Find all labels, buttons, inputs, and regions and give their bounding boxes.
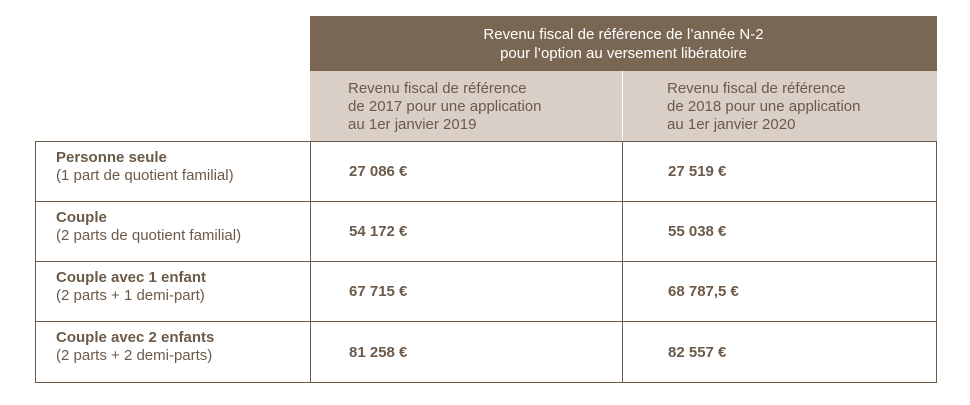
table-cell-2019: 54 172 €	[310, 201, 623, 262]
row-label-couple-1-enfant: Couple avec 1 enfant (2 parts + 1 demi-p…	[35, 261, 310, 322]
table-cell-2020: 68 787,5 €	[622, 261, 937, 322]
row-label-couple: Couple (2 parts de quotient familial)	[35, 201, 310, 262]
row-title: Couple	[56, 209, 107, 226]
header-title-line-2: pour l’option au versement libératoire	[500, 44, 747, 62]
table-cell-2020: 82 557 €	[622, 321, 937, 383]
column-header-2019: Revenu fiscal de référence de 2017 pour …	[310, 71, 623, 141]
column-header-2019-line-2: de 2017 pour une application	[348, 98, 542, 115]
column-header-2019-line-1: Revenu fiscal de référence	[348, 80, 527, 97]
table-cell-2019: 81 258 €	[310, 321, 623, 383]
column-header-2019-line-3: au 1er janvier 2019	[348, 116, 477, 133]
column-header-2020: Revenu fiscal de référence de 2018 pour …	[623, 71, 937, 141]
row-title: Couple avec 2 enfants	[56, 329, 215, 346]
table-cell-2019: 27 086 €	[310, 141, 623, 202]
column-header-2020-line-3: au 1er janvier 2020	[667, 116, 796, 133]
row-detail: (1 part de quotient familial)	[56, 167, 234, 184]
table-main-header: Revenu fiscal de référence de l’année N-…	[310, 16, 937, 71]
row-title: Personne seule	[56, 149, 167, 166]
row-label-couple-2-enfants: Couple avec 2 enfants (2 parts + 2 demi-…	[35, 321, 310, 383]
table-cell-2019: 67 715 €	[310, 261, 623, 322]
table-cell-2020: 27 519 €	[622, 141, 937, 202]
row-title: Couple avec 1 enfant	[56, 269, 207, 286]
row-detail: (2 parts + 1 demi-part)	[56, 287, 205, 304]
column-header-2020-line-2: de 2018 pour une application	[667, 98, 861, 115]
column-header-2020-line-1: Revenu fiscal de référence	[667, 80, 846, 97]
table-cell-2020: 55 038 €	[622, 201, 937, 262]
row-label-personne-seule: Personne seule (1 part de quotient famil…	[35, 141, 310, 202]
header-title-line-1: Revenu fiscal de référence de l’année N-…	[483, 25, 764, 43]
row-detail: (2 parts de quotient familial)	[56, 227, 242, 244]
row-detail: (2 parts + 2 demi-parts)	[56, 347, 213, 364]
